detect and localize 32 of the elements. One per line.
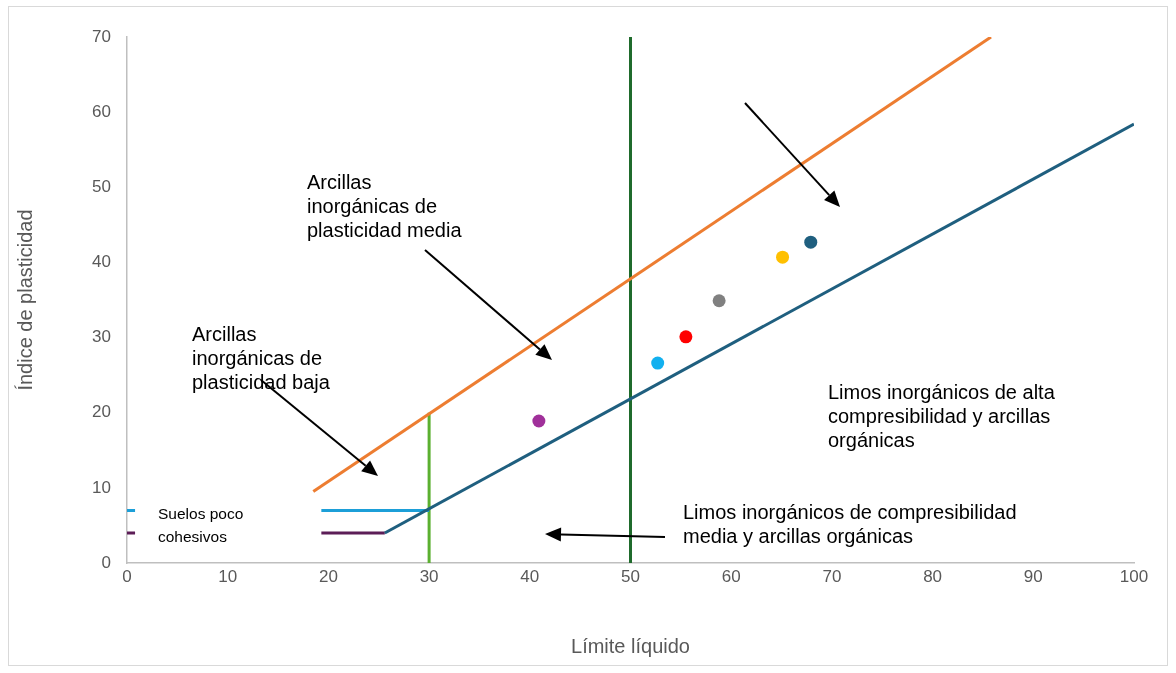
y-tick-label: 20 xyxy=(92,402,111,422)
annotation: Limos inorgánicos de compresibilidad media y arcillas orgánicas xyxy=(683,500,1017,548)
point xyxy=(532,414,546,428)
annotation: Limos inorgánicos de alta compresibilidad y arcillas orgánicas xyxy=(828,380,1055,452)
y-tick-label: 10 xyxy=(92,477,111,497)
x-tick-label: 0 xyxy=(122,566,132,586)
point xyxy=(651,356,665,370)
y-tick-label: 40 xyxy=(92,252,111,272)
x-tick-label: 90 xyxy=(1023,566,1043,586)
point xyxy=(712,294,726,308)
x-axis-title: Límite líquido xyxy=(571,634,690,657)
x-tick-label: 80 xyxy=(923,566,943,586)
x-tick-label: 30 xyxy=(419,566,439,586)
y-tick-label: 0 xyxy=(101,552,111,572)
x-tick-label: 70 xyxy=(822,566,842,586)
annotation: Arcillas inorgánicas de plasticidad media xyxy=(307,170,462,242)
x-tick-label: 60 xyxy=(721,566,741,586)
x-tick-label: 20 xyxy=(318,566,338,586)
x-tick-label: 100 xyxy=(1119,566,1149,586)
y-tick-label: 50 xyxy=(92,176,111,196)
annotation: Suelos poco cohesivos xyxy=(158,504,244,547)
y-tick-label: 30 xyxy=(92,327,111,347)
y-tick-label: 70 xyxy=(92,26,111,46)
point xyxy=(804,235,818,249)
point xyxy=(679,330,693,344)
point xyxy=(776,250,790,264)
x-tick-label: 40 xyxy=(520,566,540,586)
annotation: Arcillas inorgánicas de plasticidad baja xyxy=(192,322,330,394)
x-tick-label: 50 xyxy=(621,566,640,586)
y-tick-label: 60 xyxy=(92,101,111,121)
x-tick-label: 10 xyxy=(218,566,238,586)
y-axis-title: Índice de plasticidad xyxy=(13,209,36,391)
